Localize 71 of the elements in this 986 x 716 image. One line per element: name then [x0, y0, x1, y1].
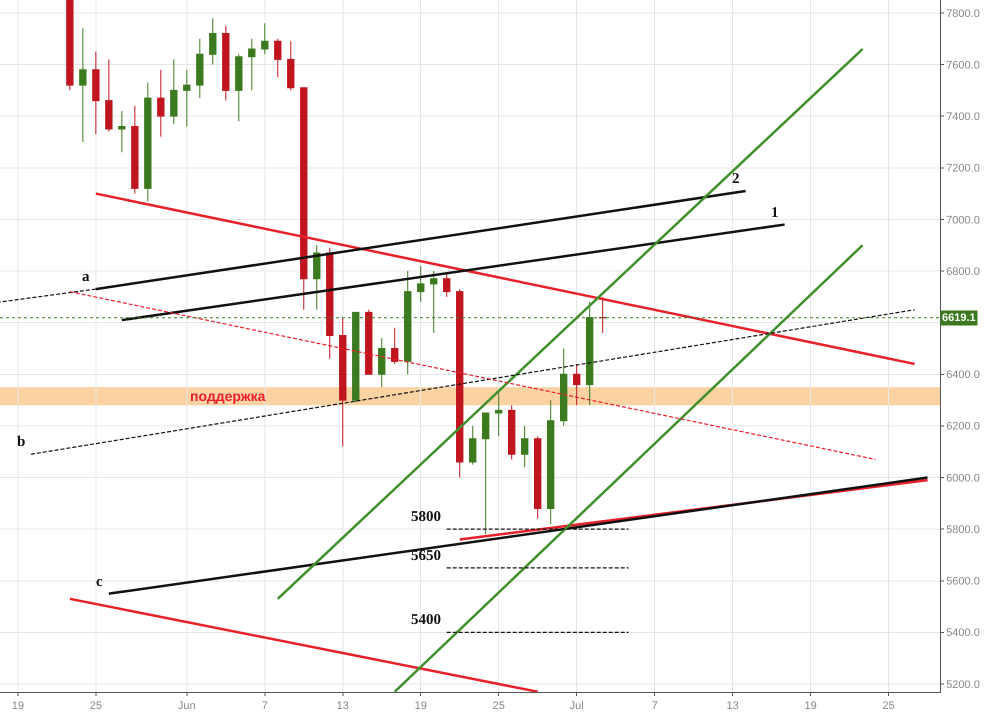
candlestick [196, 38, 204, 99]
candlestick [92, 51, 100, 135]
candlestick [248, 38, 256, 91]
series-label: c [96, 574, 103, 590]
x-tick-label: 13 [336, 700, 349, 712]
candlestick [339, 316, 346, 448]
candlestick [443, 273, 450, 298]
candlestick [209, 18, 216, 66]
series-label: 5400 [411, 612, 441, 628]
candlestick [222, 25, 230, 102]
x-tick-label: 7 [652, 700, 658, 712]
x-tick-label: 25 [882, 700, 895, 712]
candlestick [313, 244, 320, 310]
candlestick [144, 82, 152, 202]
candlestick [157, 69, 164, 138]
candlestick [469, 425, 476, 466]
candlestick [261, 22, 268, 55]
series-label: 2 [732, 171, 740, 187]
candlestick [170, 58, 178, 124]
candlestick [287, 40, 294, 91]
x-tick-label: Jun [178, 700, 196, 712]
y-tick-label: 5200.0 [946, 678, 980, 691]
candlestick [598, 296, 606, 334]
candlestick [572, 363, 580, 406]
series-label: 1 [771, 205, 778, 221]
y-tick-label: 7400.0 [946, 111, 980, 123]
candlestick [365, 309, 372, 375]
candlestick [456, 288, 464, 478]
candlestick [300, 87, 308, 310]
candlestick [391, 327, 398, 364]
candlestick [131, 105, 139, 194]
x-tick-label: 13 [726, 700, 739, 712]
candlestick [326, 247, 334, 360]
candlestick [378, 338, 386, 388]
x-tick-label: 25 [492, 700, 505, 712]
y-tick-label: 5600.0 [946, 576, 980, 588]
candlestick [560, 348, 568, 426]
candlestick [417, 265, 424, 302]
y-tick-label: 7600.0 [946, 59, 980, 72]
y-tick-label: 5400.0 [946, 627, 980, 640]
y-tick-label: 6800.0 [946, 266, 980, 278]
x-tick-label: 25 [90, 700, 102, 712]
candlestick [79, 28, 87, 142]
x-tick-label: 19 [12, 700, 24, 712]
candlestick [183, 69, 190, 127]
band-label: поддержка [190, 388, 266, 404]
y-tick-label: 6400.0 [946, 369, 980, 382]
x-tick-label: Jul [570, 700, 584, 712]
y-tick-label: 6000.0 [946, 472, 980, 484]
candlestick [105, 58, 113, 132]
candlestick [482, 412, 490, 535]
x-tick-label: 7 [262, 700, 268, 712]
candlestick [118, 110, 126, 153]
y-tick-label: 7200.0 [946, 162, 980, 175]
y-tick-label: 7800.0 [946, 8, 980, 20]
candlestick [508, 404, 516, 460]
series-label: 5800 [411, 509, 441, 525]
candlestick [235, 54, 242, 122]
candlestick [534, 436, 542, 520]
y-tick-label: 6200.0 [946, 420, 980, 433]
x-tick-label: 19 [804, 700, 817, 712]
y-tick-label: 5800.0 [946, 524, 980, 536]
x-tick-label: 19 [414, 700, 427, 712]
candlestick [547, 400, 554, 524]
y-tick-label: 7000.0 [946, 214, 980, 226]
series-label: a [82, 269, 90, 285]
series-label: b [17, 434, 26, 450]
candlestick [274, 38, 282, 78]
candlestick [521, 425, 528, 468]
series-label: 5650 [411, 548, 441, 564]
ref-line-label: 6619.1 [942, 312, 976, 324]
